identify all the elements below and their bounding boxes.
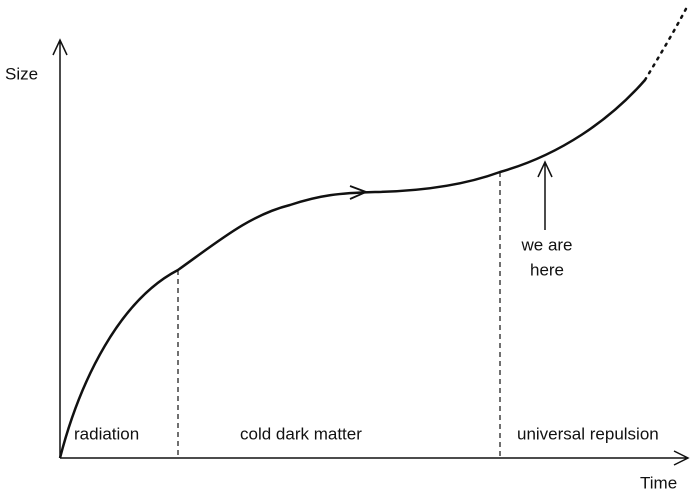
annotation-line: here	[530, 260, 564, 279]
curve-arrowhead	[349, 185, 369, 200]
era-label: universal repulsion	[517, 424, 659, 443]
annotation-line: we are	[520, 235, 572, 254]
y-axis-label: Size	[5, 64, 38, 83]
expansion-curve-future	[643, 3, 690, 82]
here-arrow	[537, 160, 553, 230]
era-label: cold dark matter	[240, 424, 362, 443]
expansion-curve	[58, 79, 646, 459]
era-label: radiation	[74, 424, 139, 443]
x-axis	[60, 450, 690, 466]
x-axis-label: Time	[640, 473, 677, 492]
y-axis	[52, 38, 68, 458]
